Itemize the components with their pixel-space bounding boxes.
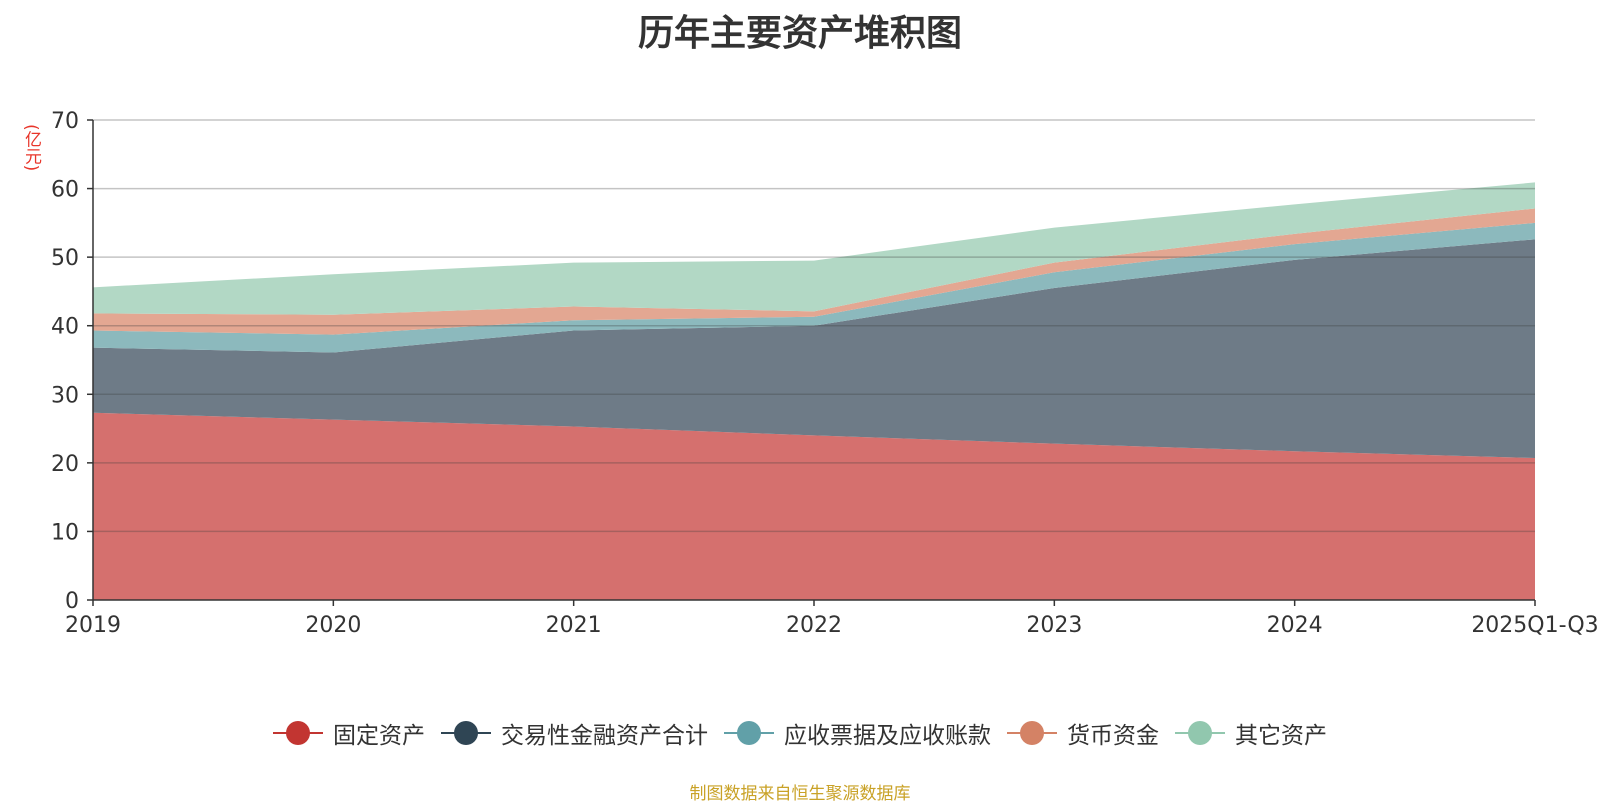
area-series-1 [93, 412, 1535, 600]
legend-item-5[interactable]: 其它资产 [1175, 716, 1327, 750]
y-tick-label: 10 [51, 520, 79, 545]
y-tick-label: 30 [51, 383, 79, 408]
legend-label: 应收票据及应收账款 [784, 723, 991, 749]
legend-marker-icon [1175, 721, 1225, 745]
chart-title: 历年主要资产堆积图 [637, 13, 962, 54]
legend-marker-icon [724, 721, 774, 745]
y-tick-label: 70 [51, 109, 79, 134]
chart-legend: 固定资产 交易性金融资产合计 应收票据及应收账款 货币资金 其它资产 [0, 716, 1600, 750]
y-axis-unit-label: (亿元) [21, 124, 41, 172]
legend-item-2[interactable]: 交易性金融资产合计 [441, 716, 708, 750]
legend-marker-icon [441, 721, 491, 745]
legend-item-4[interactable]: 货币资金 [1007, 716, 1159, 750]
y-tick-label: 40 [51, 315, 79, 340]
x-tick-label: 2019 [65, 613, 121, 638]
x-tick-label: 2025Q1-Q3 [1471, 613, 1598, 638]
legend-label: 固定资产 [333, 723, 425, 749]
area-series-5 [93, 182, 1535, 315]
legend-marker-icon [273, 721, 323, 745]
y-tick-label: 0 [65, 589, 79, 614]
area-series-4 [93, 208, 1535, 335]
legend-marker-icon [1007, 721, 1057, 745]
x-tick-label: 2021 [546, 613, 602, 638]
y-tick-label: 50 [51, 246, 79, 271]
area-series-3 [93, 222, 1535, 353]
data-source-note: 制图数据来自恒生聚源数据库 [689, 784, 911, 804]
x-tick-label: 2023 [1026, 613, 1082, 638]
legend-item-3[interactable]: 应收票据及应收账款 [724, 716, 991, 750]
x-tick-label: 2020 [305, 613, 361, 638]
legend-label: 货币资金 [1067, 723, 1159, 749]
x-tick-label: 2022 [786, 613, 842, 638]
area-series-2 [93, 239, 1535, 459]
legend-label: 交易性金融资产合计 [501, 723, 708, 749]
legend-label: 其它资产 [1235, 723, 1327, 749]
y-tick-label: 60 [51, 178, 79, 203]
legend-item-1[interactable]: 固定资产 [273, 716, 425, 750]
x-tick-label: 2024 [1267, 613, 1323, 638]
y-tick-label: 20 [51, 452, 79, 477]
